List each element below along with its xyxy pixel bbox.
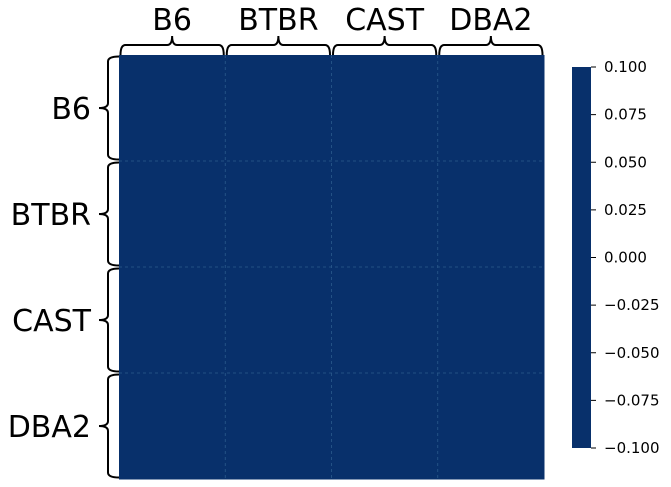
heatmap-cell-b6-dba2 [437,55,545,162]
heatmap-cell-cast-btbr [225,267,332,374]
heatmap-cell-b6-cast [331,55,439,162]
column-label-b6: B6 [152,3,192,38]
colorbar-tick-label: 0.050 [604,153,647,171]
heatmap-cell-b6-b6 [119,55,226,162]
heatmap-cell-dba2-btbr [225,373,332,480]
heatmap-cell-cast-cast [331,267,439,374]
column-label-cast: CAST [345,3,425,38]
row-label-btbr: BTBR [11,198,91,233]
heatmap-grid [119,55,544,479]
heatmap-cell-dba2-b6 [119,373,226,480]
heatmap-cell-dba2-dba2 [437,373,545,480]
colorbar-tick-label: 0.025 [604,201,647,219]
colorbar-tick-label: −0.050 [604,344,660,362]
column-label-btbr: BTBR [238,3,318,38]
row-label-b6: B6 [51,92,91,127]
column-bracket-b6 [119,35,225,56]
column-labels: B6 BTBR CAST DBA2 [152,3,532,38]
colorbar-tick-label: −0.025 [604,296,660,314]
colorbar-tick-label: 0.075 [604,106,647,124]
colorbar-tick-label: 0.000 [604,249,647,267]
heatmap-cell-cast-b6 [119,267,226,374]
heatmap-cell-btbr-btbr [225,161,332,268]
row-brackets [98,55,120,479]
column-label-dba2: DBA2 [449,3,532,38]
column-bracket-btbr [225,35,331,56]
row-label-cast: CAST [12,304,92,339]
row-labels: B6 BTBR CAST DBA2 [8,92,92,445]
heatmap-cells [119,55,545,480]
column-bracket-dba2 [438,35,544,56]
row-bracket-dba2 [98,373,120,479]
heatmap-cell-btbr-dba2 [437,161,545,268]
row-label-dba2: DBA2 [8,410,91,445]
heatmap-cell-dba2-cast [331,373,439,480]
colorbar-bar [572,67,591,448]
column-brackets [119,35,544,56]
colorbar-tick-label: −0.100 [604,439,660,457]
colorbar-tick-label: 0.100 [604,58,647,76]
column-bracket-cast [332,35,438,56]
row-bracket-cast [98,267,120,373]
heatmap-cell-b6-btbr [225,55,332,162]
colorbar: 0.100 0.075 0.050 0.025 0.000 −0.025 −0.050 −0.… [572,58,660,457]
row-bracket-b6 [98,55,120,161]
heatmap-cell-btbr-cast [331,161,439,268]
row-bracket-btbr [98,161,120,267]
heatmap-cell-btbr-b6 [119,161,226,268]
heatmap-cell-cast-dba2 [437,267,545,374]
colorbar-tick-label: −0.075 [604,391,660,409]
